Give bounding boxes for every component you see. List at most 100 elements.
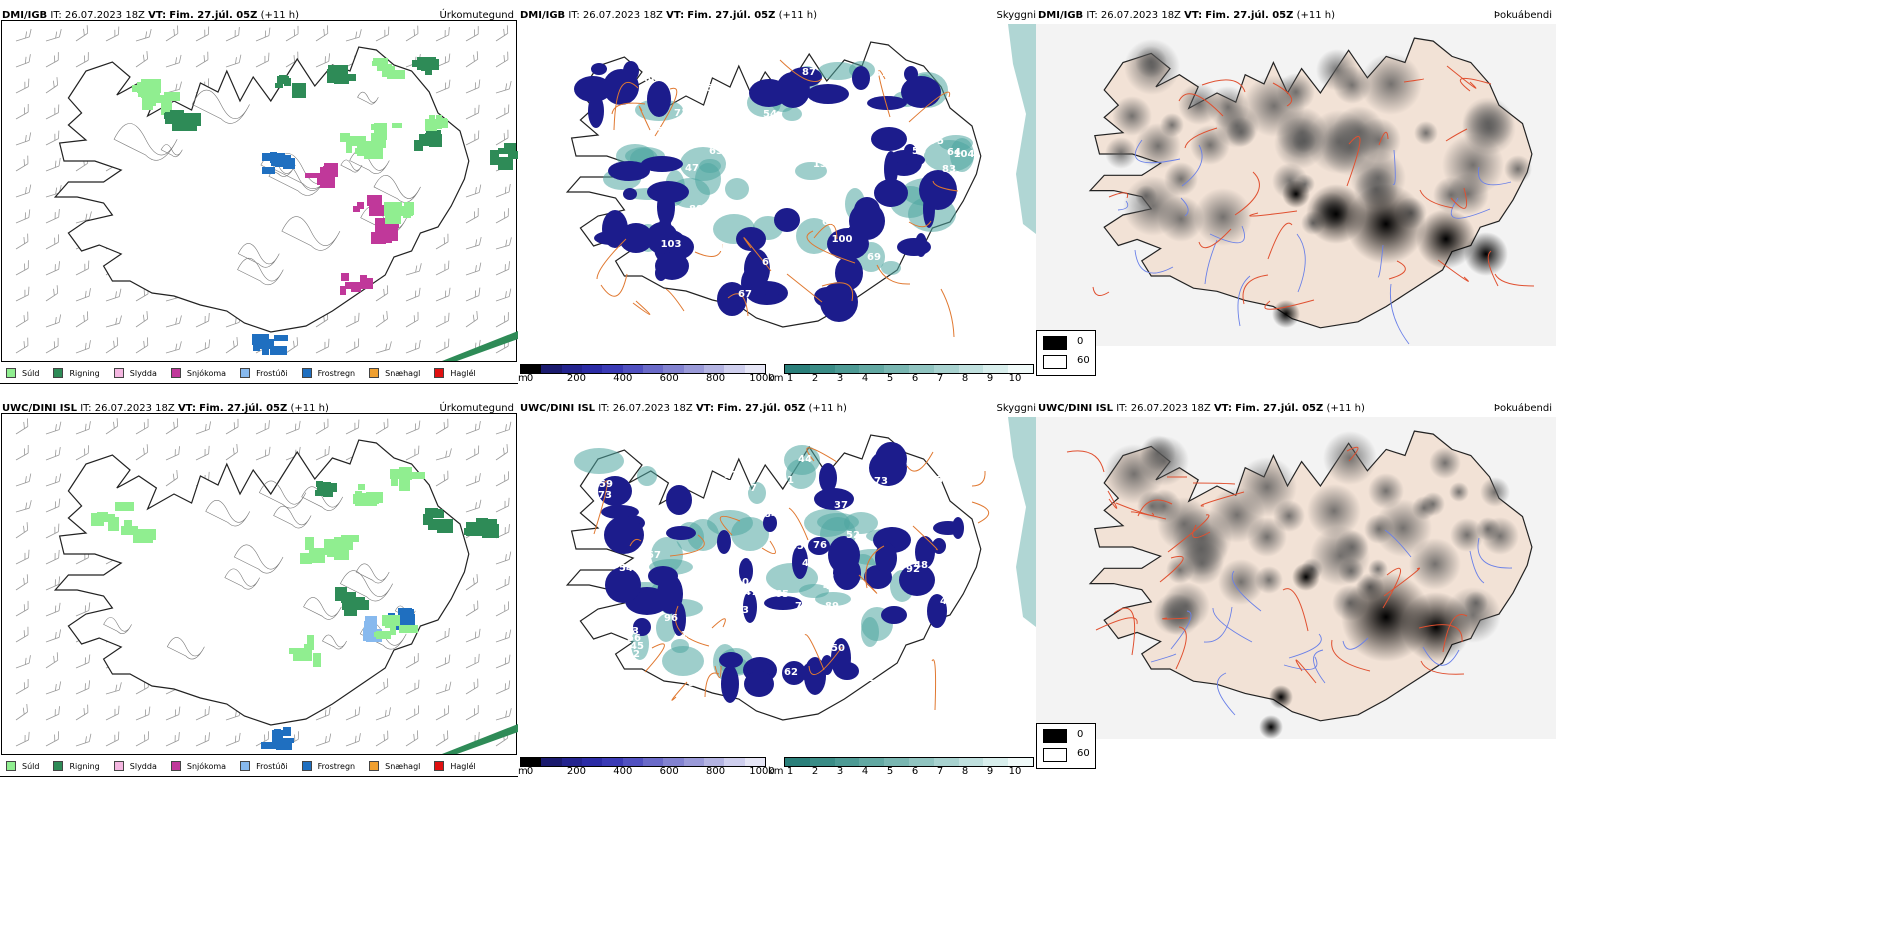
ceiling-area — [881, 606, 907, 624]
ceiling-value-label: 96 — [664, 613, 678, 624]
road — [1383, 567, 1420, 597]
wind-barb — [495, 680, 511, 695]
precip-cell — [335, 587, 347, 601]
wind-barb — [315, 418, 329, 435]
river — [1117, 200, 1129, 211]
ceiling-value-label: 43 — [730, 264, 744, 275]
ceiling-value-label: 75 — [930, 136, 944, 147]
wind-barb — [465, 79, 481, 94]
precip-cell — [329, 484, 337, 492]
terrain-contour — [273, 505, 312, 529]
river — [1450, 197, 1491, 219]
ceiling-value-label: 51 — [859, 662, 873, 673]
fog-shade-strong — [1346, 184, 1426, 264]
precip-cell — [161, 102, 172, 115]
fog-shade — [1160, 113, 1184, 137]
ceiling-area — [672, 602, 686, 636]
wind-barb — [435, 27, 450, 42]
road — [1095, 617, 1138, 631]
fog-shade — [1421, 492, 1445, 516]
precip-legend-swatch — [170, 368, 181, 378]
wind-barb — [435, 233, 449, 250]
wind-barb — [195, 312, 210, 328]
ceiling-value-label: 57 — [725, 479, 739, 490]
precip-legend-swatch — [6, 368, 16, 378]
precip-cell — [305, 537, 314, 550]
wind-barb — [405, 679, 420, 695]
river — [1389, 283, 1410, 345]
colorbar-step — [683, 365, 704, 373]
wind-barb — [495, 183, 511, 198]
wind-barb — [15, 626, 29, 643]
precip-cell — [137, 529, 156, 540]
init-time: 26.07.2023 18Z — [582, 10, 663, 21]
wind-barb — [165, 54, 182, 68]
wind-barb — [495, 497, 510, 513]
river — [1204, 239, 1218, 285]
precip-legend-swatch — [434, 761, 445, 771]
fog-shade — [1277, 73, 1315, 111]
road — [1092, 286, 1110, 297]
panel-title: DMI/IGB IT: 26.07.2023 18Z VT: Fim. 27.j… — [520, 10, 817, 21]
fog-shade — [1194, 188, 1252, 246]
road — [1382, 567, 1402, 609]
wind-barb — [15, 54, 31, 68]
colorbar-step — [809, 758, 835, 766]
precip-cell — [182, 113, 201, 126]
precip-cell — [283, 727, 291, 736]
wind-barb — [105, 682, 122, 695]
road — [1459, 77, 1492, 92]
visibility-area — [939, 135, 973, 151]
wind-barb — [45, 285, 59, 302]
visibility-area — [748, 482, 766, 504]
road — [1445, 128, 1468, 142]
visibility-tick: 7 — [936, 766, 944, 777]
ceiling-area — [835, 662, 859, 680]
terrain-contour — [113, 123, 178, 161]
precip-legend-item: Snjókoma — [170, 761, 226, 771]
visibility-tick: 9 — [986, 766, 994, 777]
wind-barb — [75, 52, 89, 68]
ceiling-area — [739, 558, 753, 584]
road — [1198, 228, 1232, 249]
colorbar-step — [581, 758, 603, 766]
terrain-contour — [237, 243, 280, 268]
precip-cell — [366, 621, 375, 633]
wind-barb — [495, 104, 510, 120]
wind-barb — [75, 680, 91, 695]
fog-shade-strong — [1416, 209, 1476, 269]
ceiling-value-label: 103 — [661, 239, 682, 250]
visibility-tick: 10 — [1008, 766, 1022, 777]
precip-cell — [277, 76, 289, 84]
wind-barb — [375, 310, 388, 328]
precip-type-panel: DMI/IGB IT: 26.07.2023 18Z VT: Fim. 27.j… — [0, 8, 518, 388]
model-name: UWC/DINI ISL — [520, 403, 596, 414]
ceiling-area — [633, 618, 651, 636]
init-time-label: IT: — [598, 403, 610, 414]
fog-shading — [1104, 431, 1519, 739]
precip-cell — [261, 742, 280, 749]
wind-barb — [435, 730, 449, 747]
ceiling-value-label: 92 — [906, 564, 920, 575]
visibility-area — [651, 537, 683, 573]
precip-cell — [406, 472, 425, 479]
ceiling-colorbar — [520, 757, 766, 767]
visibility-panel: DMI/IGB IT: 26.07.2023 18Z VT: Fim. 27.j… — [518, 8, 1036, 388]
wind-barb — [15, 703, 28, 721]
precip-cell — [91, 513, 104, 526]
road — [1242, 274, 1269, 305]
terrain-contour — [301, 486, 344, 511]
ceiling-area — [904, 66, 918, 82]
wind-barb — [15, 311, 29, 328]
ceiling-value-label: 79 — [869, 595, 883, 606]
road — [1066, 450, 1105, 473]
precip-cell — [404, 609, 414, 614]
ceiling-area — [915, 536, 935, 568]
precip-cell — [357, 202, 364, 209]
ceiling-area — [605, 567, 641, 603]
colorbar-step — [683, 758, 704, 766]
wind-barb — [345, 733, 361, 747]
ceiling-tick: 200 — [566, 766, 586, 777]
precip-cell — [490, 150, 499, 165]
ceiling-area — [952, 517, 964, 539]
